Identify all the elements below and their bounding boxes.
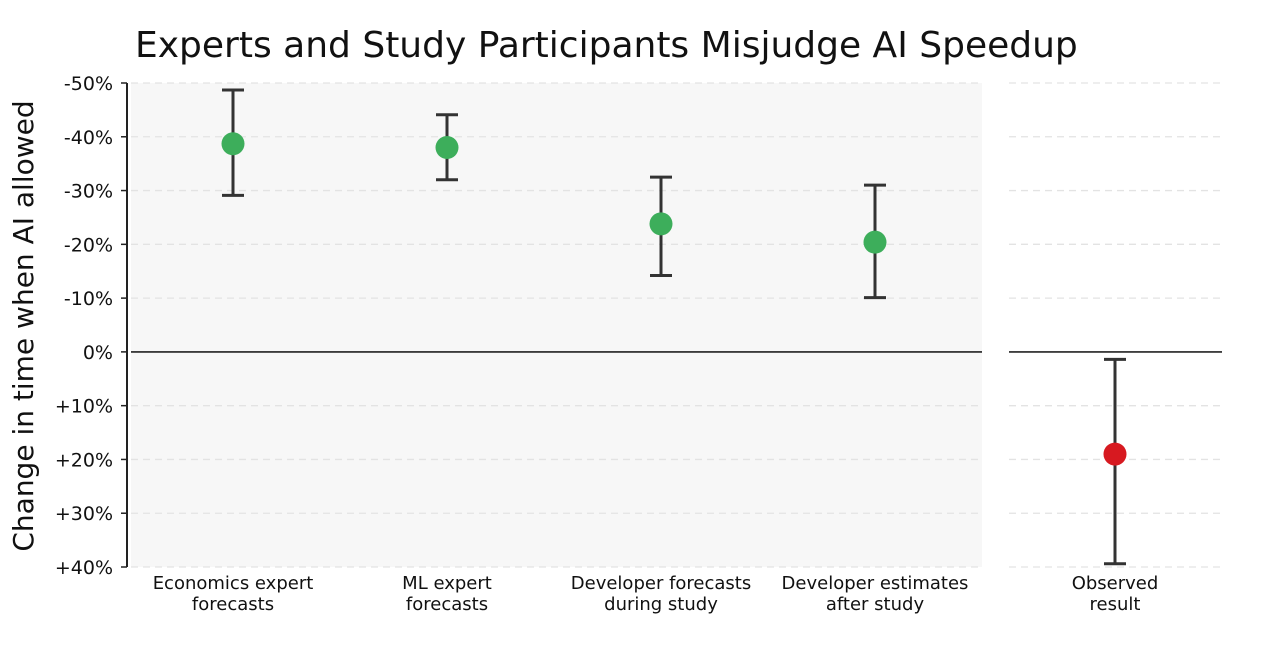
x-category-label: ML expert bbox=[402, 573, 492, 594]
y-tick-label: 0% bbox=[83, 342, 113, 364]
chart-title: Experts and Study Participants Misjudge … bbox=[135, 25, 1078, 66]
data-point bbox=[435, 136, 459, 160]
y-axis-label: Change in time when AI allowed bbox=[7, 100, 40, 551]
panel-background-forecasts bbox=[131, 83, 982, 567]
x-category-label: Observed bbox=[1072, 573, 1159, 594]
x-category-label: result bbox=[1090, 594, 1141, 615]
x-category-label: during study bbox=[604, 594, 718, 615]
y-tick-label: +10% bbox=[55, 396, 113, 418]
x-category-label: Economics expert bbox=[153, 573, 314, 594]
x-category-label: after study bbox=[826, 594, 925, 615]
data-point bbox=[221, 132, 245, 156]
y-tick-label: -50% bbox=[64, 73, 113, 95]
x-category-label: forecasts bbox=[192, 594, 274, 615]
data-point bbox=[863, 230, 887, 254]
y-tick-label: -30% bbox=[64, 181, 113, 203]
y-tick-label: -10% bbox=[64, 288, 113, 310]
data-point bbox=[649, 212, 673, 236]
y-tick-label: -40% bbox=[64, 127, 113, 149]
plot-area: -50% -40% -30% -20% -10% 0% +10% +20% +30% +40% Ec… bbox=[55, 73, 1222, 615]
x-category-label: Developer forecasts bbox=[571, 573, 751, 594]
data-point bbox=[1103, 442, 1127, 466]
x-category-label: Developer estimates bbox=[782, 573, 969, 594]
y-tick-label: +40% bbox=[55, 557, 113, 579]
y-tick-label: -20% bbox=[64, 234, 113, 256]
y-tick-label: +20% bbox=[55, 449, 113, 471]
x-category-label: forecasts bbox=[406, 594, 488, 615]
y-tick-label: +30% bbox=[55, 503, 113, 525]
